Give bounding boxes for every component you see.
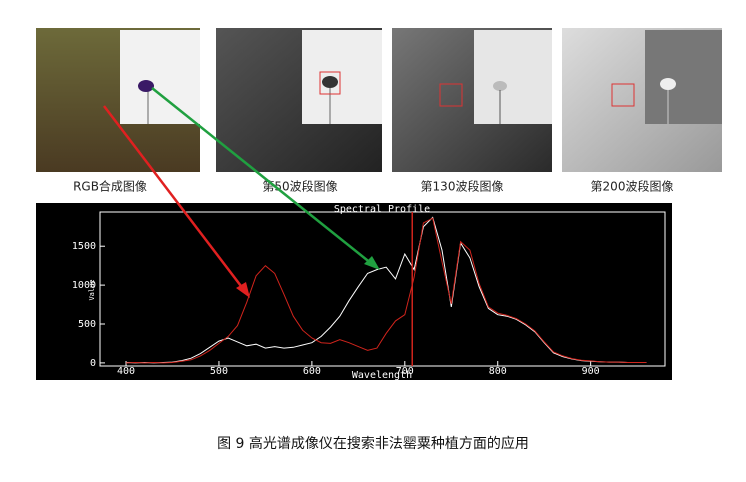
plot-frame xyxy=(99,211,666,367)
x-tick-label: 800 xyxy=(489,366,507,377)
series-line xyxy=(125,217,647,364)
x-tick-label: 900 xyxy=(582,366,600,377)
figure-caption: 图 9 高光谱成像仪在搜索非法罂粟种植方面的应用 xyxy=(217,435,529,452)
arrows xyxy=(103,87,380,298)
y-tick-label: 0 xyxy=(90,358,96,369)
chart-background xyxy=(36,203,672,380)
x-tick-label: 500 xyxy=(210,366,228,377)
y-tick-label: 1000 xyxy=(72,280,96,291)
photo xyxy=(562,28,722,172)
panel-caption: 第130波段图像 xyxy=(421,179,504,194)
chart-title: Spectral Profile xyxy=(334,204,430,215)
series-line xyxy=(125,216,647,364)
chart: Spectral Profile Wavelength Value 0 500 10… xyxy=(72,204,666,381)
y-axis-label: Value xyxy=(88,279,96,300)
x-axis-label: Wavelength xyxy=(352,370,412,381)
x-tick-label: 700 xyxy=(396,366,414,377)
y-tick-label: 1500 xyxy=(72,241,96,252)
x-tick-label: 400 xyxy=(117,366,135,377)
y-tick-label: 500 xyxy=(78,319,96,330)
photo xyxy=(36,28,200,172)
photo xyxy=(216,28,382,172)
panel-caption: 第200波段图像 xyxy=(591,179,674,194)
photo xyxy=(392,28,552,172)
x-tick-label: 600 xyxy=(303,366,321,377)
panel-caption: RGB合成图像 xyxy=(73,179,147,194)
